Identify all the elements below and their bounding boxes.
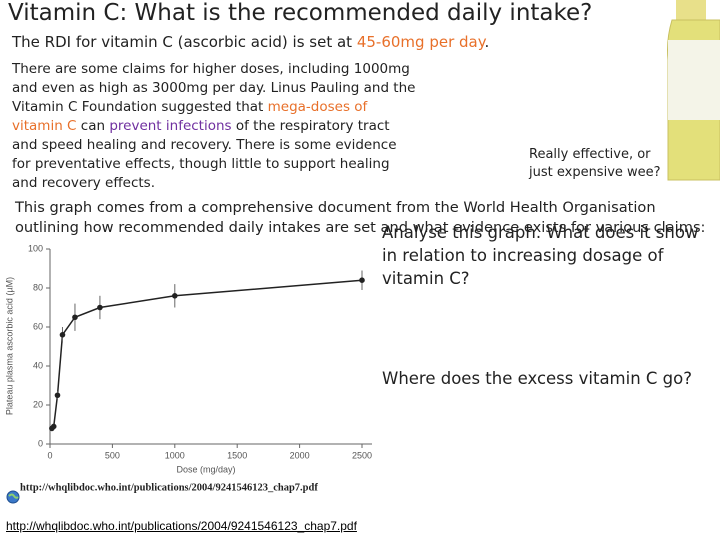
x-tick-label: 1500 [227, 450, 247, 460]
y-tick-label: 0 [38, 438, 43, 448]
caption: Really effective, or just expensive wee? [529, 147, 661, 180]
y-tick-label: 40 [33, 360, 43, 370]
x-tick-label: 2500 [352, 450, 372, 460]
x-tick-label: 1000 [165, 450, 185, 460]
data-point [50, 423, 57, 430]
data-point [359, 277, 365, 283]
y-axis-label: Plateau plasma ascorbic acid (µM) [4, 277, 14, 415]
text: . [484, 33, 490, 51]
question: Where does the excess vitamin C go? [382, 369, 693, 388]
chart: Plateau plasma ascorbic acid (µM) Dose (… [4, 243, 372, 493]
source-url: http://whqlibdoc.who.int/publications/20… [20, 482, 318, 493]
highlight: 45-60mg per day [356, 33, 485, 51]
data-point [72, 314, 78, 321]
data-line [51, 279, 363, 429]
text: The RDI for vitamin C (ascorbic acid) is… [12, 33, 357, 51]
question: Analyse this graph. What does it show in… [382, 223, 699, 288]
data-point [97, 304, 103, 311]
title: Vitamin C: What is the recommended daily… [8, 0, 593, 26]
bottle-cap [676, 0, 706, 20]
y-tick-label: 20 [33, 399, 43, 409]
globe-land [8, 493, 19, 499]
y-tick-label: 80 [33, 282, 43, 292]
graph-intro: This graph comes from a comprehensive do… [15, 199, 706, 236]
x-axis-label: Dose (mg/day) [176, 464, 235, 474]
text: of the respiratory tract and speed heali… [12, 118, 397, 191]
highlight: prevent infections [109, 118, 232, 134]
intro: The RDI for vitamin C (ascorbic acid) is… [12, 33, 489, 51]
x-tick-label: 2000 [290, 450, 310, 460]
text: There are some claims for higher doses, … [12, 61, 416, 115]
text: can [76, 118, 110, 134]
globe-icon [6, 490, 20, 504]
claims: There are some claims for higher doses, … [12, 60, 417, 193]
data-point [59, 332, 66, 338]
x-tick-label: 500 [105, 450, 120, 460]
x-tick-label: 0 [47, 450, 52, 460]
data-point [172, 293, 178, 299]
link[interactable]: http://whqlibdoc.who.int/publications/20… [6, 519, 357, 533]
bottle [667, 0, 720, 181]
y-tick-label: 60 [33, 321, 43, 331]
bottle-label [668, 40, 720, 120]
data-point [54, 392, 61, 399]
highlight: mega-doses of vitamin C [12, 99, 368, 134]
y-tick-label: 100 [28, 243, 43, 253]
